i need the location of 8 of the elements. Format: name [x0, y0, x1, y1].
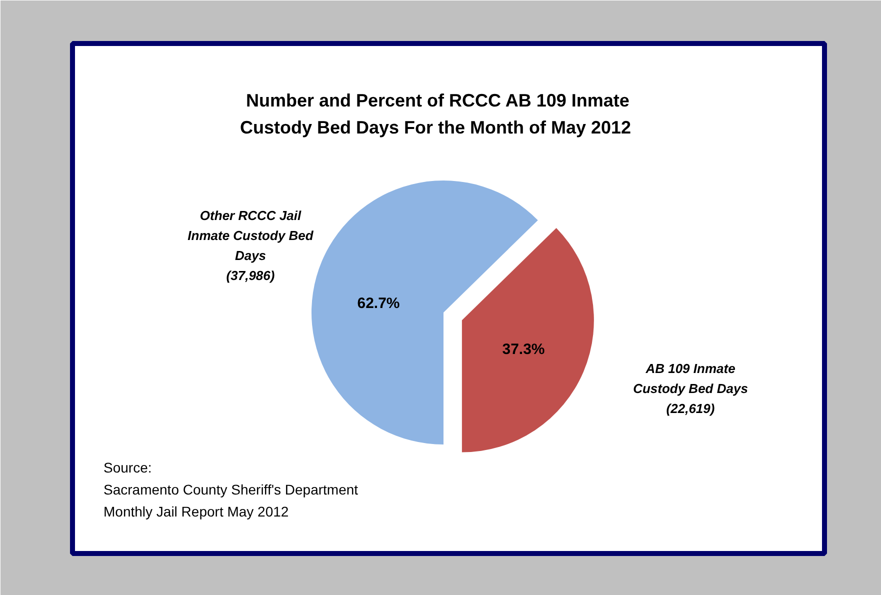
text: 62.7%	[357, 295, 400, 312]
data-label: (22,619)	[666, 401, 715, 416]
source-note: Source: Sacramento County Sheriff's Department Monthly Jail Report May 2012	[104, 460, 358, 520]
text: 37.3%	[502, 341, 545, 358]
slice-label: Other RCCC Jail Inmate Custody Bed Days	[188, 208, 314, 263]
chart-title: Number and Percent of RCCC AB 109 Inmate Custody Bed Days For the Month of May 2012	[240, 90, 632, 138]
data-label: (37,986)	[226, 268, 275, 283]
slice-label: AB 109 Inmate Custody Bed Days	[633, 361, 748, 396]
